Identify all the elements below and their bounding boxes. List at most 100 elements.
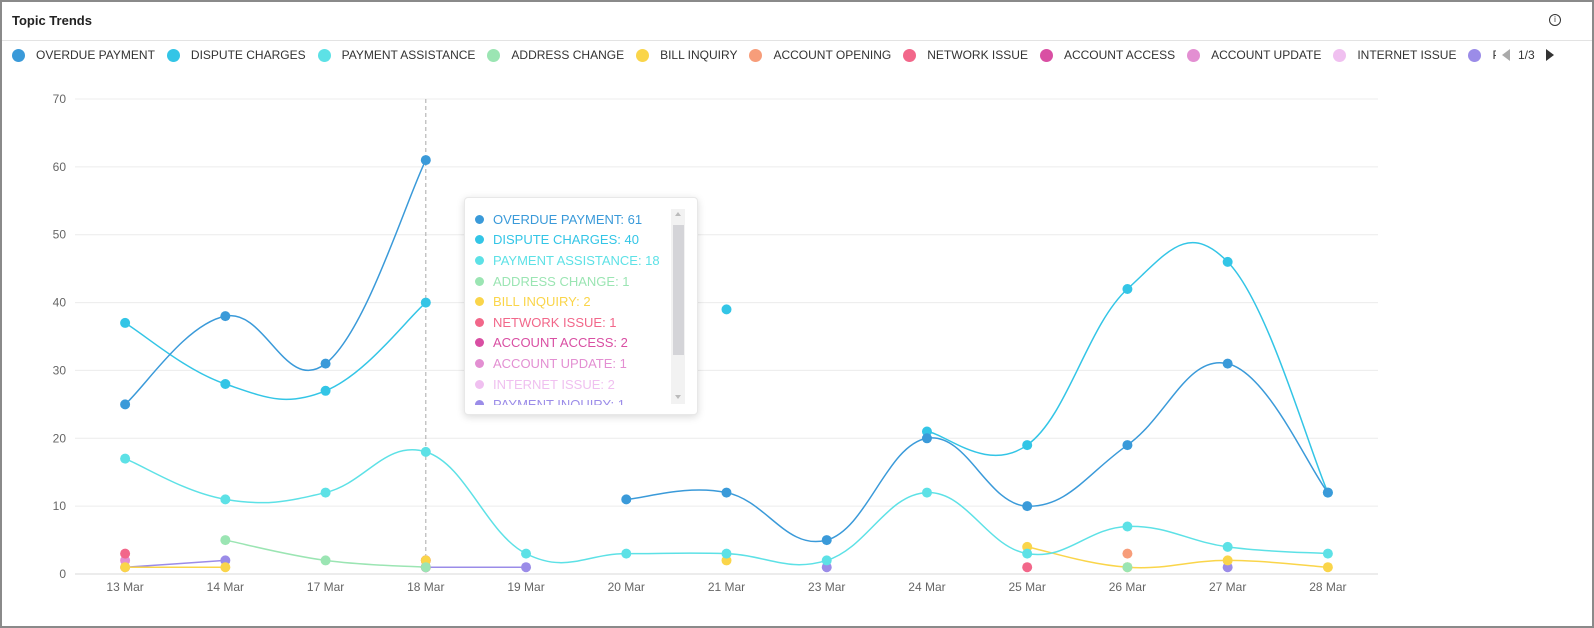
x-tick-label: 21 Mar (708, 580, 745, 594)
y-tick-label: 20 (53, 431, 67, 445)
data-point[interactable] (120, 548, 131, 559)
data-point[interactable] (220, 494, 231, 505)
legend-item[interactable]: OVERDUE PAYMENT (12, 44, 155, 66)
data-point[interactable] (1122, 548, 1133, 559)
legend-item[interactable]: PAYMENT INQUIRY (1468, 44, 1496, 66)
series-line (124, 449, 1328, 566)
x-tick-label: 14 Mar (207, 580, 244, 594)
legend-label: ADDRESS CHANGE (511, 48, 625, 62)
legend-marker (12, 48, 25, 62)
data-point[interactable] (621, 494, 632, 505)
data-point[interactable] (1322, 487, 1333, 498)
tooltip-list[interactable]: OVERDUE PAYMENT: 61 DISPUTE CHARGES: 40 PA… (475, 209, 670, 405)
legend-item[interactable]: ACCOUNT OPENING (749, 44, 891, 66)
tooltip-marker (475, 400, 484, 405)
data-point[interactable] (1222, 541, 1233, 552)
data-point[interactable] (1022, 548, 1033, 559)
data-point[interactable] (921, 487, 932, 498)
legend-label: INTERNET ISSUE (1357, 48, 1457, 62)
data-point[interactable] (921, 433, 932, 444)
data-point[interactable] (420, 297, 431, 308)
scroll-up-icon[interactable] (675, 212, 681, 216)
legend-item[interactable]: INTERNET ISSUE (1333, 44, 1456, 66)
data-point[interactable] (1122, 521, 1133, 532)
data-point[interactable] (420, 155, 431, 166)
tooltip-text: NETWORK ISSUE: 1 (493, 314, 617, 330)
legend-label: NETWORK ISSUE (927, 48, 1028, 62)
legend-label: BILL INQUIRY (660, 48, 738, 62)
data-point[interactable] (1122, 440, 1133, 451)
legend-label: PAYMENT INQUIRY (1492, 48, 1496, 62)
tooltip-text: ACCOUNT ACCESS: 2 (493, 335, 628, 351)
data-point[interactable] (420, 562, 431, 573)
data-point[interactable] (120, 562, 131, 573)
data-point[interactable] (220, 562, 231, 573)
data-point[interactable] (320, 487, 331, 498)
data-point[interactable] (721, 548, 732, 559)
tooltip-marker (475, 379, 484, 389)
data-point[interactable] (1022, 440, 1033, 451)
data-point[interactable] (521, 548, 532, 559)
data-point[interactable] (1022, 501, 1033, 512)
x-tick-label: 27 Mar (1209, 580, 1246, 594)
tooltip-scroll-thumb[interactable] (673, 225, 684, 355)
data-point[interactable] (120, 399, 131, 410)
tooltip-scrollbar[interactable] (671, 209, 685, 404)
data-point[interactable] (220, 535, 231, 546)
info-icon[interactable]: i (1549, 14, 1561, 26)
data-point[interactable] (1222, 256, 1233, 267)
legend-item[interactable]: DISPUTE CHARGES (166, 44, 306, 66)
data-point[interactable] (1222, 358, 1233, 369)
data-point[interactable] (721, 304, 732, 315)
scroll-down-icon[interactable] (675, 395, 681, 399)
legend-page-indicator: 1/3 (1518, 48, 1535, 62)
tooltip-row: ACCOUNT ACCESS: 2 (475, 333, 670, 354)
legend-next-icon[interactable] (1545, 49, 1554, 61)
legend-item[interactable]: PAYMENT ASSISTANCE (317, 44, 475, 66)
data-point[interactable] (821, 555, 832, 566)
y-tick-label: 30 (53, 363, 67, 377)
legend-item[interactable]: ACCOUNT UPDATE (1187, 44, 1321, 66)
y-tick-label: 10 (53, 499, 67, 513)
data-point[interactable] (220, 379, 231, 389)
y-tick-label: 50 (53, 228, 67, 242)
legend-marker (636, 48, 650, 62)
legend-marker (1039, 48, 1053, 62)
data-point[interactable] (420, 446, 431, 457)
data-point[interactable] (521, 562, 532, 573)
x-tick-label: 23 Mar (808, 580, 845, 594)
legend-marker (749, 48, 763, 62)
data-point[interactable] (1122, 284, 1133, 294)
legend-item[interactable]: ACCOUNT ACCESS (1039, 44, 1175, 66)
tooltip-text: PAYMENT ASSISTANCE: 18 (493, 252, 660, 268)
data-point[interactable] (120, 453, 131, 464)
data-point[interactable] (320, 555, 331, 566)
data-point[interactable] (1222, 555, 1233, 566)
chart-tooltip: OVERDUE PAYMENT: 61 DISPUTE CHARGES: 40 PA… (464, 197, 698, 415)
tooltip-text: INTERNET ISSUE: 2 (493, 376, 615, 392)
data-point[interactable] (320, 358, 331, 369)
legend-item[interactable]: ADDRESS CHANGE (487, 44, 624, 66)
legend-pager: 1/3 (1502, 44, 1554, 66)
data-point[interactable] (1122, 562, 1133, 573)
x-tick-label: 20 Mar (608, 580, 645, 594)
y-tick-label: 60 (53, 160, 67, 174)
data-point[interactable] (721, 487, 732, 498)
data-point[interactable] (320, 385, 331, 396)
data-point[interactable] (1322, 548, 1333, 559)
data-point[interactable] (1022, 562, 1033, 573)
data-point[interactable] (621, 548, 632, 559)
series-line (926, 242, 1329, 493)
tooltip-text: ADDRESS CHANGE: 1 (493, 273, 630, 289)
data-point[interactable] (120, 317, 131, 328)
legend-marker (1468, 48, 1482, 62)
data-point[interactable] (220, 311, 231, 322)
legend-prev-icon[interactable] (1502, 49, 1510, 61)
data-point[interactable] (1322, 562, 1333, 573)
legend-item[interactable]: NETWORK ISSUE (903, 44, 1028, 66)
data-point[interactable] (821, 535, 832, 546)
legend-item[interactable]: BILL INQUIRY (636, 44, 737, 66)
legend-marker (1187, 48, 1201, 62)
